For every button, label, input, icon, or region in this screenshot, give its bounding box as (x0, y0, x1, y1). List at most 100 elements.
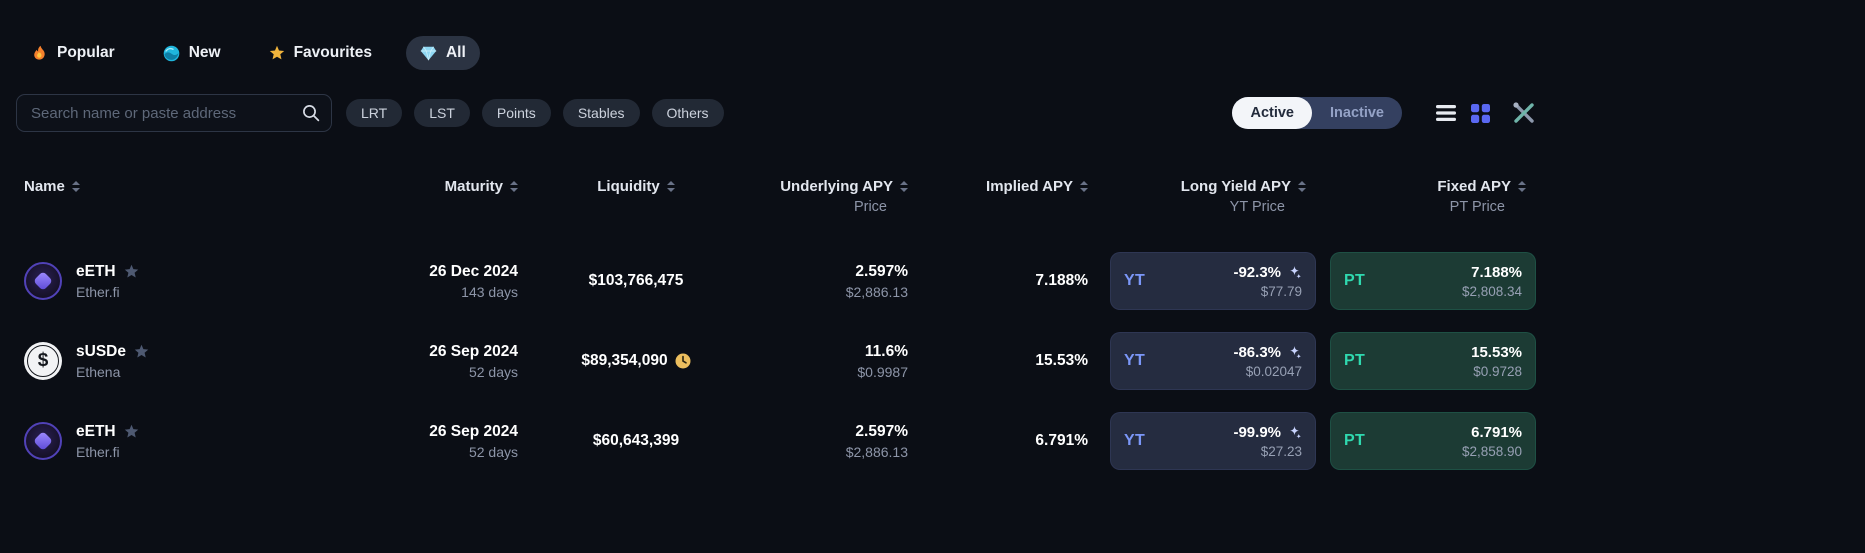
long-yield-apy-value: -99.9% (1233, 423, 1281, 441)
col-header-fixed-apy[interactable]: Fixed APY PT Price (1316, 178, 1536, 215)
liquidity-value: $103,766,475 (588, 272, 684, 289)
maturity-date: 26 Sep 2024 (429, 342, 518, 360)
protocol-name: Ether.fi (76, 283, 120, 300)
view-controls: Active Inactive (1232, 97, 1536, 129)
token-name: sUSDe (76, 342, 126, 360)
yt-button[interactable]: YT -99.9% $27.23 (1110, 412, 1316, 470)
filter-stables[interactable]: Stables (562, 99, 640, 127)
underlying-price: $0.9987 (857, 363, 908, 380)
toggle-inactive-button[interactable]: Inactive (1312, 97, 1402, 129)
yt-symbol: YT (1124, 432, 1146, 449)
implied-apy-value: 7.188% (1035, 272, 1088, 289)
sort-icon (510, 181, 518, 192)
col-implied-apy-label: Implied APY (986, 178, 1073, 195)
pt-button[interactable]: PT 7.188% $2,808.34 (1330, 252, 1536, 310)
flame-icon (32, 45, 48, 62)
sparkle-icon (1287, 425, 1302, 440)
tab-all-label: All (445, 44, 466, 61)
yt-price-value: $0.02047 (1245, 363, 1302, 379)
tab-popular[interactable]: Popular (18, 36, 129, 70)
maturity-date: 26 Dec 2024 (429, 262, 518, 280)
liquidity-value: $89,354,090 (581, 352, 668, 369)
yt-price-value: $27.23 (1260, 443, 1302, 459)
col-name-label: Name (24, 178, 65, 195)
col-long-yield-apy-label: Long Yield APY (1180, 178, 1291, 195)
col-yt-price-label: YT Price (1229, 199, 1285, 215)
pt-symbol: PT (1344, 352, 1366, 369)
col-header-underlying-apy[interactable]: Underlying APY Price (716, 178, 916, 215)
tab-all[interactable]: All (405, 36, 480, 70)
favourite-star-icon[interactable] (134, 344, 149, 359)
pt-button[interactable]: PT 6.791% $2,858.90 (1330, 412, 1536, 470)
implied-apy-value: 15.53% (1035, 352, 1088, 369)
search-input[interactable] (16, 94, 332, 132)
col-header-implied-apy[interactable]: Implied APY (916, 178, 1096, 195)
col-underlying-apy-label: Underlying APY (780, 178, 893, 195)
col-header-liquidity[interactable]: Liquidity (526, 178, 716, 195)
eeth-token-icon (24, 262, 62, 300)
underlying-apy-value: 2.597% (855, 262, 908, 280)
pt-button[interactable]: PT 15.53% $0.9728 (1330, 332, 1536, 390)
favourite-star-icon[interactable] (124, 424, 139, 439)
protocol-name: Ethena (76, 363, 121, 380)
tools-button[interactable] (1512, 102, 1536, 124)
market-row[interactable]: sUSDe Ethena 26 Sep 2024 52 days $89,354… (16, 321, 1536, 401)
wave-icon (163, 45, 180, 62)
tab-new[interactable]: New (149, 36, 235, 70)
fixed-apy-value: 6.791% (1471, 423, 1522, 441)
grid-view-button[interactable] (1471, 103, 1490, 123)
tab-favourites[interactable]: Favourites (255, 36, 386, 70)
eeth-token-icon (24, 422, 62, 460)
grid-view-icon (1471, 103, 1490, 123)
token-name: eETH (76, 262, 116, 280)
pt-price-value: $2,858.90 (1461, 443, 1522, 459)
tab-favourites-label: Favourites (293, 44, 372, 61)
pt-symbol: PT (1344, 272, 1366, 289)
yt-symbol: YT (1124, 272, 1146, 289)
filter-points[interactable]: Points (481, 99, 551, 127)
sparkle-icon (1287, 345, 1302, 360)
pt-price-value: $2,808.34 (1461, 283, 1522, 299)
list-view-icon (1436, 105, 1456, 121)
search-icon (302, 104, 320, 122)
underlying-price: $2,886.13 (845, 443, 908, 460)
filter-lst[interactable]: LST (414, 99, 470, 127)
market-row[interactable]: eETH Ether.fi 26 Dec 2024 143 days $103,… (16, 241, 1536, 321)
underlying-price: $2,886.13 (845, 283, 908, 300)
sort-icon (1298, 181, 1306, 192)
maturity-days: 52 days (468, 363, 518, 380)
long-yield-apy-value: -86.3% (1233, 343, 1281, 361)
tools-icon (1512, 102, 1536, 124)
col-header-name[interactable]: Name (16, 178, 376, 195)
market-tabs: Popular New Favourites All (16, 36, 1536, 70)
markets-page: Popular New Favourites All (0, 0, 1536, 481)
col-liquidity-label: Liquidity (597, 178, 660, 195)
toggle-active-button[interactable]: Active (1232, 97, 1312, 129)
susde-token-icon (24, 342, 62, 380)
favourite-star-icon[interactable] (124, 264, 139, 279)
col-header-maturity[interactable]: Maturity (376, 178, 526, 195)
pt-price-value: $0.9728 (1473, 363, 1522, 379)
sort-icon (1518, 181, 1526, 192)
status-toggle: Active Inactive (1232, 97, 1402, 129)
sort-icon (666, 181, 675, 192)
filter-lrt[interactable]: LRT (346, 99, 403, 127)
col-fixed-apy-label: Fixed APY (1437, 178, 1511, 195)
underlying-apy-value: 2.597% (855, 422, 908, 440)
list-view-button[interactable] (1436, 105, 1456, 121)
yt-button[interactable]: YT -92.3% $77.79 (1110, 252, 1316, 310)
col-maturity-label: Maturity (444, 178, 503, 195)
tab-popular-label: Popular (57, 44, 115, 61)
filter-others[interactable]: Others (651, 99, 724, 127)
fixed-apy-value: 15.53% (1471, 343, 1522, 361)
col-pt-price-label: PT Price (1449, 199, 1505, 215)
star-icon (269, 45, 285, 61)
liquidity-value: $60,643,399 (592, 432, 680, 449)
market-row[interactable]: eETH Ether.fi 26 Sep 2024 52 days $60,64… (16, 401, 1536, 481)
controls-row: LRT LST Points Stables Others Active Ina… (16, 94, 1536, 132)
yt-button[interactable]: YT -86.3% $0.02047 (1110, 332, 1316, 390)
yt-symbol: YT (1124, 352, 1146, 369)
col-header-long-yield-apy[interactable]: Long Yield APY YT Price (1096, 178, 1316, 215)
diamond-icon (420, 46, 437, 61)
protocol-name: Ether.fi (76, 443, 120, 460)
